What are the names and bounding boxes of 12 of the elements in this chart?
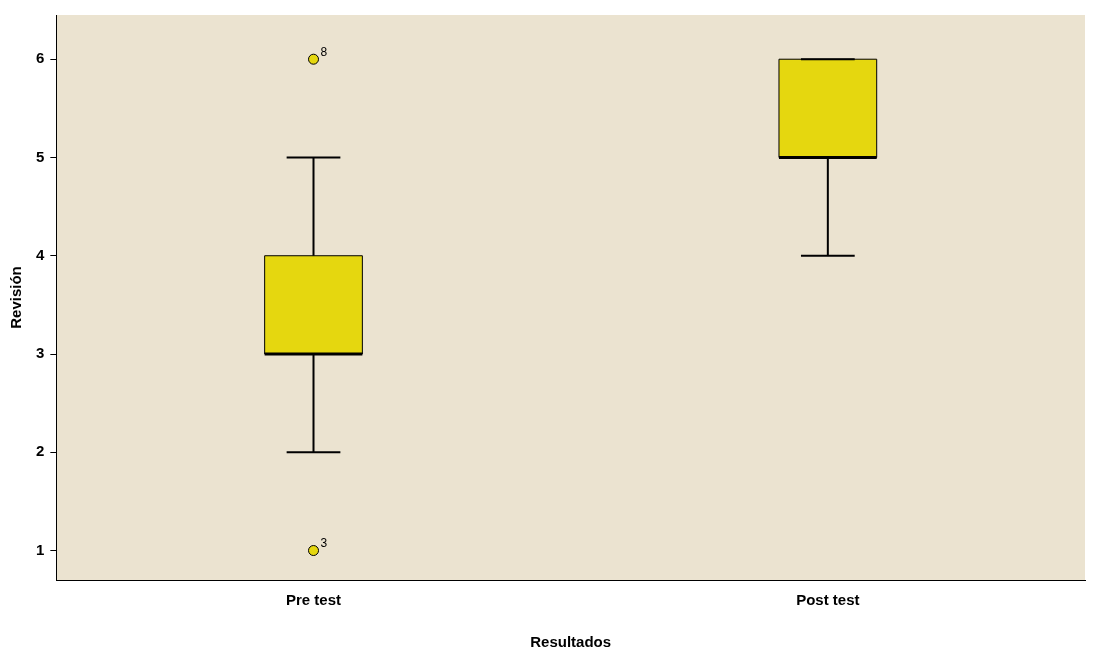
y-axis-title: Revisión <box>7 266 25 329</box>
x-tick-label: Pre test <box>285 591 342 609</box>
annotation: 3 <box>320 535 328 550</box>
y-tick-label: 4 <box>36 245 45 263</box>
y-tick-label: 6 <box>36 49 45 67</box>
y-tick-label: 3 <box>36 344 45 362</box>
x-axis-title: Resultados <box>530 633 612 651</box>
x-tick-label: Post test <box>796 591 860 609</box>
y-tick-label: 2 <box>36 442 45 460</box>
y-tick-label: 5 <box>36 147 45 165</box>
annotation: 8 <box>320 44 328 59</box>
y-tick-label: 1 <box>36 540 45 558</box>
